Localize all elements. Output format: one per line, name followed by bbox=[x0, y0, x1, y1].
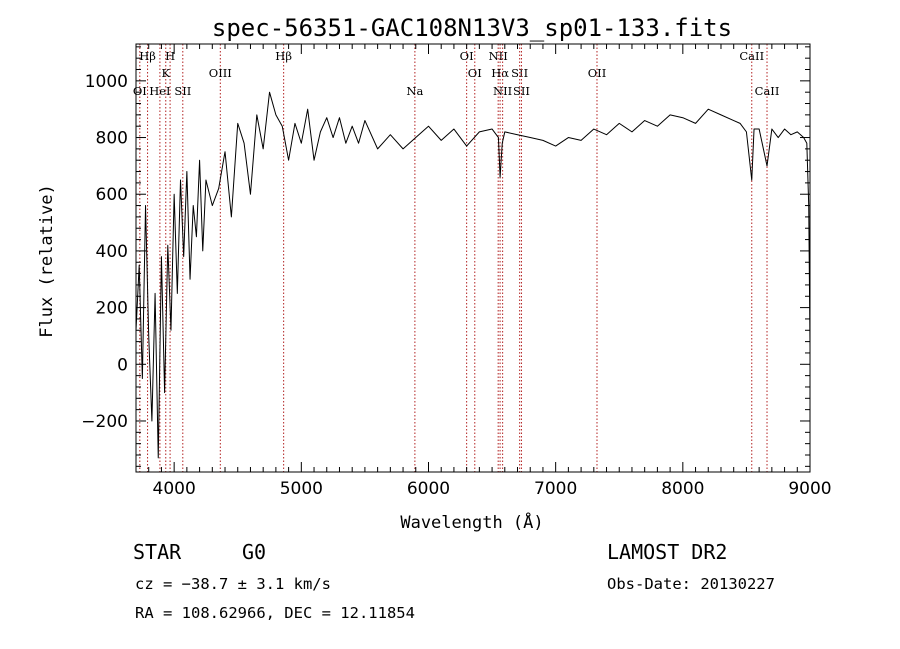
spectral-line-label-2: HeI bbox=[149, 84, 170, 98]
x-tick-label-9000: 9000 bbox=[788, 479, 831, 499]
survey-name: LAMOST DR2 bbox=[607, 540, 728, 564]
plot-frame bbox=[135, 43, 811, 473]
spectral-line-label-17: CaII bbox=[739, 49, 764, 63]
object-class: STAR bbox=[133, 540, 182, 564]
y-tick-label-600: 600 bbox=[96, 185, 128, 205]
y-tick-label-800: 800 bbox=[96, 129, 128, 149]
spectrum-series-0 bbox=[135, 91, 811, 459]
spectral-line-label-13: NII bbox=[493, 84, 512, 98]
y-axis-label: Flux (relative) bbox=[37, 184, 57, 338]
x-tick-label-5000: 5000 bbox=[280, 479, 323, 499]
spectral-line-label-4: K bbox=[161, 66, 170, 80]
spectral-line-label-10: OI bbox=[468, 66, 482, 80]
spectral-line-label-0: Hβ bbox=[139, 49, 156, 63]
redshift-velocity: cz = −38.7 ± 3.1 km/s bbox=[135, 575, 331, 593]
spectral-line-label-8: Na bbox=[406, 84, 423, 98]
y-tick-label-200: 200 bbox=[96, 299, 128, 319]
y-tick-label-0: 0 bbox=[117, 355, 128, 375]
x-tick-label-7000: 7000 bbox=[534, 479, 577, 499]
spectral-subclass: G0 bbox=[242, 540, 267, 564]
spectral-line-label-12: Hα bbox=[491, 66, 509, 80]
x-axis-label: Wavelength (Å) bbox=[400, 511, 543, 533]
y-tick-label-1000: 1000 bbox=[85, 72, 128, 92]
spectral-line-label-14: SII bbox=[511, 66, 528, 80]
spectral-line-label-15: SII bbox=[513, 84, 530, 98]
spectral-line-label-18: CaII bbox=[755, 84, 780, 98]
axes: 4000 5000 6000 7000 8000 9000 −200 0 200 400 600 80… bbox=[81, 43, 832, 499]
spectral-line-label-11: NII bbox=[489, 49, 508, 63]
spectral-line-label-3: H bbox=[165, 49, 175, 63]
series-layer bbox=[135, 91, 811, 459]
chart-title: spec-56351-GAC108N13V3_sp01-133.fits bbox=[212, 14, 732, 42]
sky-coordinates: RA = 108.62966, DEC = 12.11854 bbox=[135, 604, 415, 622]
spectral-line-label-7: Hβ bbox=[275, 49, 292, 63]
spectral-line-label-9: OI bbox=[460, 49, 474, 63]
x-tick-label-4000: 4000 bbox=[153, 479, 196, 499]
observation-date: Obs-Date: 20130227 bbox=[607, 575, 775, 593]
spectral-line-label-1: OI bbox=[133, 84, 147, 98]
spectral-line-label-16: OII bbox=[588, 66, 607, 80]
x-tick-label-8000: 8000 bbox=[661, 479, 704, 499]
spectral-line-label-5: SII bbox=[174, 84, 191, 98]
spectral-line-label-6: OIII bbox=[209, 66, 232, 80]
x-tick-label-6000: 6000 bbox=[407, 479, 450, 499]
y-tick-label-400: 400 bbox=[96, 242, 128, 262]
y-tick-label--200: −200 bbox=[81, 412, 128, 432]
